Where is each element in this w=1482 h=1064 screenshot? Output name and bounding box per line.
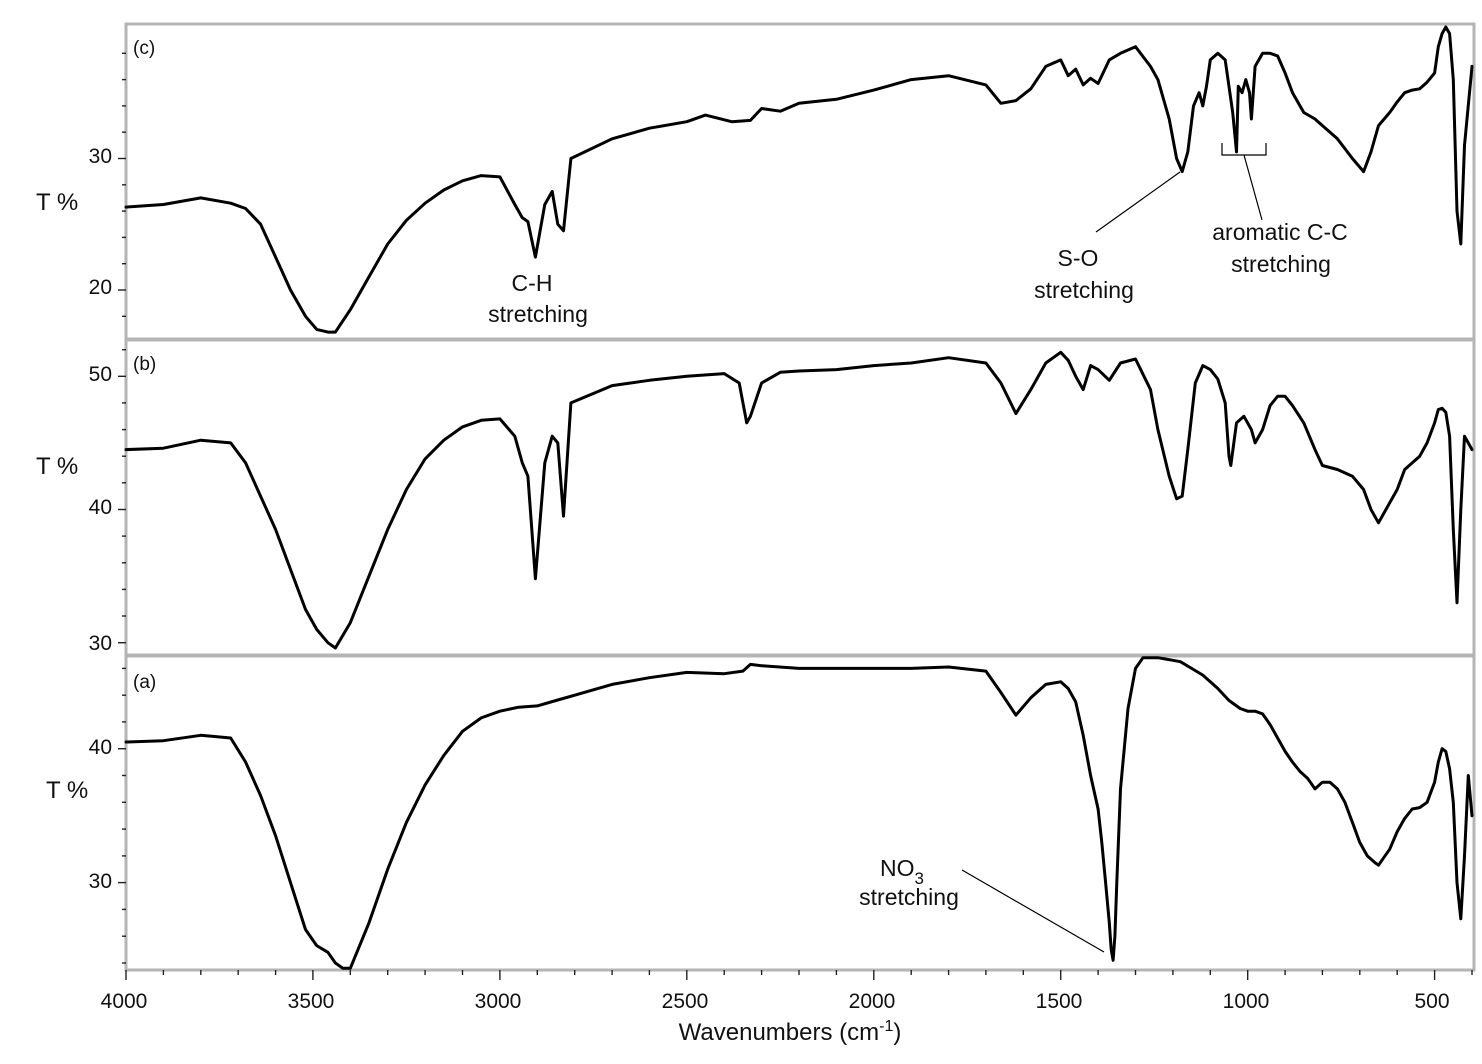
y-axis-title-c: T % (36, 189, 78, 216)
panel-label-b: (b) (133, 354, 156, 375)
spectrum-line-a (124, 656, 1474, 970)
x-tick-label: 3500 (288, 990, 335, 1013)
annotation-so-line1: S-O (1058, 245, 1099, 271)
x-tick-label: 2500 (662, 990, 709, 1013)
x-tick-label: 3000 (475, 990, 522, 1013)
y-tick-label: 30 (89, 632, 112, 655)
spectrum-line-c (124, 25, 1474, 334)
x-axis-title: Wavenumbers (cm-1) (679, 1018, 902, 1046)
annotation-so-line2: stretching (1034, 277, 1134, 303)
annotation-so-leader (1095, 171, 1181, 233)
annotation-cc-line2: stretching (1231, 251, 1331, 277)
y-axis-title-b: T % (36, 453, 78, 480)
y-axis-title-a: T % (46, 777, 88, 804)
panel-b-frame (124, 338, 1476, 657)
annotation-no3-line2: stretching (859, 884, 959, 910)
spectrum-traces (124, 25, 1474, 970)
annotation-no3-leader (961, 869, 1105, 953)
annotation-ch-line1: C-H (512, 270, 553, 296)
spectrum-line-b (124, 350, 1474, 650)
x-tick-label: 1000 (1223, 990, 1270, 1013)
annotation-ch-line2: stretching (488, 301, 588, 327)
x-tick-label: 2000 (849, 990, 896, 1013)
panel-a-frame (124, 654, 1476, 972)
y-tick-label: 30 (89, 145, 112, 168)
y-tick-label: 50 (89, 363, 112, 386)
axis-ticks (118, 52, 1473, 980)
panel-c-frame (124, 22, 1476, 341)
y-tick-label: 40 (89, 496, 112, 519)
annotation-cc-bracket (1221, 143, 1267, 156)
y-tick-label: 30 (89, 870, 112, 893)
annotation-cc-leader (1243, 154, 1263, 221)
annotation-no3-line1: NO3 (880, 855, 924, 888)
y-tick-label: 20 (89, 276, 112, 299)
x-tick-label: 4000 (101, 990, 148, 1013)
y-tick-label: 40 (89, 736, 112, 759)
annotation-cc-line1: aromatic C-C (1212, 219, 1347, 245)
panel-label-c: (c) (133, 38, 155, 59)
x-tick-label: 1500 (1036, 990, 1083, 1013)
panel-label-a: (a) (133, 672, 156, 693)
x-tick-label: 500 (1414, 990, 1449, 1013)
